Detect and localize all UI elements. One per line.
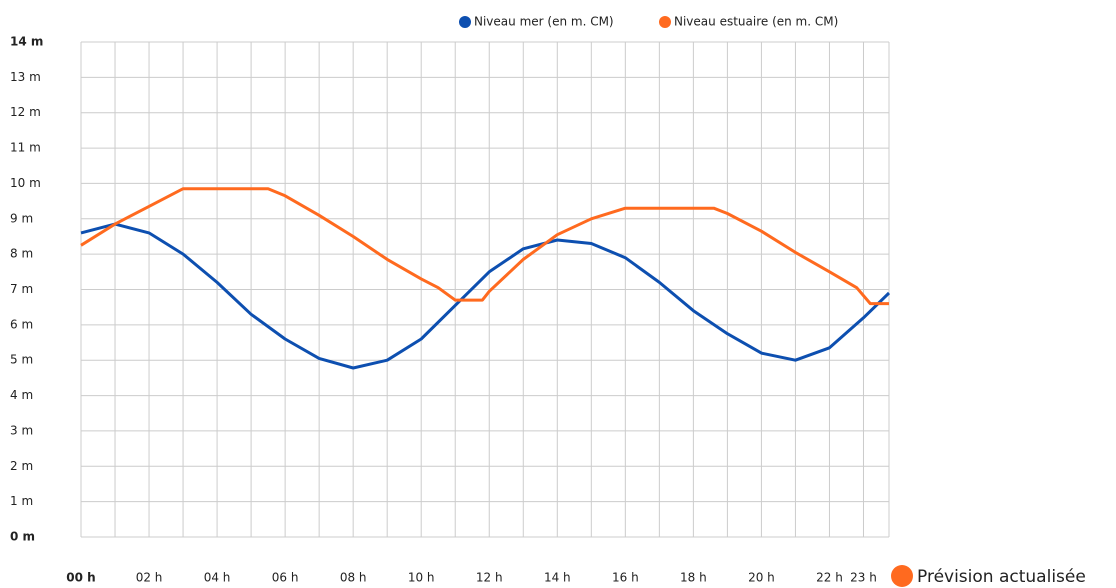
- y-tick-label: 1 m: [10, 494, 33, 508]
- annotation-marker: [891, 565, 913, 587]
- y-tick-label: 4 m: [10, 388, 33, 402]
- annotation: Prévision actualisée: [917, 567, 1086, 587]
- y-tick-label: 12 m: [10, 105, 41, 119]
- legend-marker: [659, 16, 671, 28]
- y-tick-label: 10 m: [10, 176, 41, 190]
- x-tick-label: 22 h: [816, 571, 843, 585]
- x-tick-label: 00 h: [66, 571, 95, 585]
- y-tick-label: 13 m: [10, 70, 41, 84]
- legend-label: Niveau estuaire (en m. CM): [674, 15, 838, 29]
- y-tick-label: 5 m: [10, 353, 33, 367]
- x-tick-label: 06 h: [272, 571, 299, 585]
- y-tick-label: 9 m: [10, 211, 33, 225]
- y-tick-label: 8 m: [10, 247, 33, 261]
- labels: 0 m 1 m 2 m 3 m 4 m 5 m 6 m 7 m 8 m 9 m 10 m 11 m 12…: [10, 15, 1086, 587]
- y-tick-label: 3 m: [10, 423, 33, 437]
- x-tick-label: 16 h: [612, 571, 639, 585]
- x-tick-label: 18 h: [680, 571, 707, 585]
- x-tick-label: 23 h: [850, 571, 877, 585]
- y-tick-label: 7 m: [10, 282, 33, 296]
- y-tick-label: 11 m: [10, 141, 41, 155]
- x-tick-label: 10 h: [408, 571, 435, 585]
- grid: [80, 41, 890, 538]
- lines: [80, 187, 891, 370]
- x-tick-label: 14 h: [544, 571, 571, 585]
- y-tick-label: 0 m: [10, 530, 35, 544]
- y-tick-label: 2 m: [10, 459, 33, 473]
- legend-marker: [459, 16, 471, 28]
- series-line: [80, 187, 889, 306]
- x-tick-label: 20 h: [748, 571, 775, 585]
- legend-label: Niveau mer (en m. CM): [474, 15, 614, 29]
- y-tick-label: 6 m: [10, 317, 33, 331]
- x-tick-label: 12 h: [476, 571, 503, 585]
- x-tick-label: 08 h: [340, 571, 367, 585]
- y-tick-label: 14 m: [10, 35, 43, 49]
- x-tick-label: 02 h: [136, 571, 163, 585]
- series-line: [80, 222, 891, 370]
- x-tick-label: 04 h: [204, 571, 231, 585]
